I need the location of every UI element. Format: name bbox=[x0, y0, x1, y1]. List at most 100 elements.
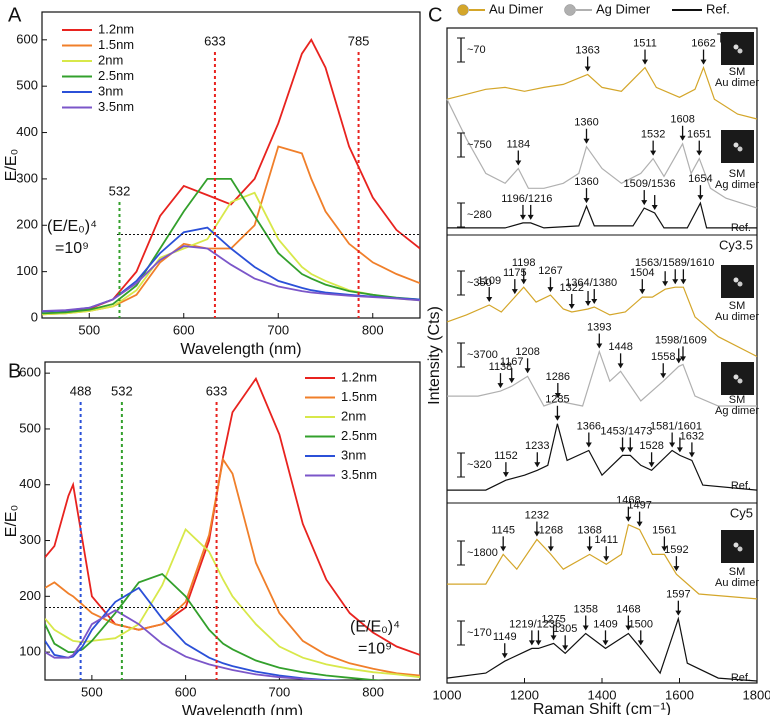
inset-spot bbox=[737, 281, 743, 287]
y-tick-label: 100 bbox=[16, 263, 38, 278]
inset-spot bbox=[733, 374, 739, 380]
peak-label: 1109 bbox=[477, 275, 501, 287]
spectrum bbox=[447, 523, 758, 600]
peak-arrowhead bbox=[511, 289, 518, 295]
trace-tag: Ag dimer bbox=[715, 405, 759, 417]
peak-label: 1598/1609 bbox=[655, 334, 707, 346]
y-tick-label: 300 bbox=[16, 170, 38, 185]
peak-arrowhead bbox=[524, 368, 531, 374]
threshold-label: =10⁹ bbox=[358, 641, 392, 658]
plot-frame bbox=[41, 11, 421, 319]
peak-label: 1468 bbox=[616, 495, 640, 507]
peak-label: 1267 bbox=[538, 265, 562, 277]
x-tick-label: 800 bbox=[362, 322, 384, 337]
plot-area bbox=[42, 38, 420, 316]
peak-label: 1563/1589/1610 bbox=[635, 257, 715, 269]
peak-arrowhead bbox=[501, 653, 508, 659]
peak-arrowhead bbox=[562, 645, 569, 651]
peak-label: 1275 bbox=[541, 613, 565, 625]
plot-area bbox=[45, 376, 420, 680]
x-tick-label: 1400 bbox=[588, 687, 617, 702]
legend-label: 1.5nm bbox=[341, 389, 377, 404]
y-tick-label: 200 bbox=[19, 588, 41, 603]
trace-tag: Au dimer bbox=[715, 77, 759, 89]
peak-label: 1360 bbox=[574, 176, 598, 188]
peak-arrowhead bbox=[596, 343, 603, 349]
peak-arrowhead bbox=[673, 566, 680, 572]
inset-spot bbox=[737, 48, 743, 54]
peak-label: 1504 bbox=[630, 267, 654, 279]
wavelength-label: 633 bbox=[206, 383, 228, 398]
peak-label: 1581/1601 bbox=[650, 420, 702, 432]
x-tick-label: 500 bbox=[78, 322, 100, 337]
x-axis-label: Wavelength (nm) bbox=[182, 703, 303, 715]
panel-letter: B bbox=[8, 360, 21, 382]
peak-arrowhead bbox=[591, 299, 598, 305]
peak-label: 1363 bbox=[575, 44, 599, 56]
peak-arrowhead bbox=[650, 150, 657, 156]
peak-arrowhead bbox=[585, 300, 592, 306]
peak-arrowhead bbox=[519, 214, 526, 220]
peak-arrowhead bbox=[675, 610, 682, 616]
peak-arrowhead bbox=[648, 462, 655, 468]
y-tick-label: 500 bbox=[16, 78, 38, 93]
peak-label: 1497 bbox=[627, 500, 651, 512]
wavelength-label: 785 bbox=[348, 33, 370, 48]
trace-tag: SM bbox=[729, 168, 746, 180]
peak-label: 1448 bbox=[608, 341, 632, 353]
peak-label: 1175 bbox=[503, 267, 527, 279]
peak-arrowhead bbox=[662, 281, 669, 287]
peak-label: 1608 bbox=[670, 114, 694, 126]
peak-label: 1368 bbox=[577, 524, 601, 536]
series-line bbox=[45, 376, 420, 656]
peak-arrowhead bbox=[568, 303, 575, 309]
x-tick-label: 1800 bbox=[743, 687, 770, 702]
peak-label: 1268 bbox=[539, 524, 563, 536]
x-tick-label: 700 bbox=[267, 322, 289, 337]
peak-label: 1651 bbox=[687, 129, 711, 141]
peak-arrowhead bbox=[582, 625, 589, 631]
peak-arrowhead bbox=[502, 472, 509, 478]
peak-arrowhead bbox=[585, 442, 592, 448]
panel-letter: C bbox=[428, 4, 442, 26]
peak-label: 1184 bbox=[506, 138, 530, 150]
peak-arrowhead bbox=[661, 546, 668, 552]
x-tick-label: 1200 bbox=[510, 687, 539, 702]
legend-label: 3.5nm bbox=[341, 467, 377, 482]
spectrum bbox=[446, 286, 758, 358]
trace-tag: SM bbox=[729, 394, 746, 406]
peak-label: 1561 bbox=[652, 524, 676, 536]
peak-label: 1393 bbox=[587, 321, 611, 333]
peak-arrowhead bbox=[641, 200, 648, 206]
legend-label: Au Dimer bbox=[489, 1, 544, 16]
legend-label: 1.2nm bbox=[341, 369, 377, 384]
y-tick-label: 100 bbox=[19, 644, 41, 659]
panel-letter: A bbox=[8, 4, 22, 26]
wavelength-label: 532 bbox=[111, 383, 133, 398]
trace-tag: Ref. bbox=[731, 672, 751, 684]
peak-label: 1322 bbox=[560, 282, 584, 294]
trace-tag: SM bbox=[729, 566, 746, 578]
peak-label: 1145 bbox=[491, 524, 515, 536]
peak-arrowhead bbox=[651, 205, 658, 211]
series-line bbox=[45, 457, 420, 677]
x-axis-label: Wavelength (nm) bbox=[180, 341, 301, 358]
peak-label: 1597 bbox=[666, 589, 690, 601]
spectrum bbox=[446, 616, 758, 682]
peak-label: 1468 bbox=[616, 603, 640, 615]
peak-arrowhead bbox=[534, 462, 541, 468]
peak-arrowhead bbox=[697, 195, 704, 201]
series-line bbox=[45, 527, 420, 679]
x-tick-label: 500 bbox=[81, 684, 103, 699]
peak-arrowhead bbox=[679, 135, 686, 141]
x-tick-label: 1600 bbox=[665, 687, 694, 702]
series-line bbox=[45, 586, 346, 680]
peak-arrowhead bbox=[688, 452, 695, 458]
peak-arrowhead bbox=[583, 198, 590, 204]
spectrum bbox=[446, 98, 758, 209]
peak-arrowhead bbox=[625, 625, 632, 631]
peak-label: 1360 bbox=[574, 117, 598, 129]
trace-tag: Au dimer bbox=[715, 577, 759, 589]
peak-arrowhead bbox=[669, 442, 676, 448]
peak-arrowhead bbox=[625, 516, 632, 522]
